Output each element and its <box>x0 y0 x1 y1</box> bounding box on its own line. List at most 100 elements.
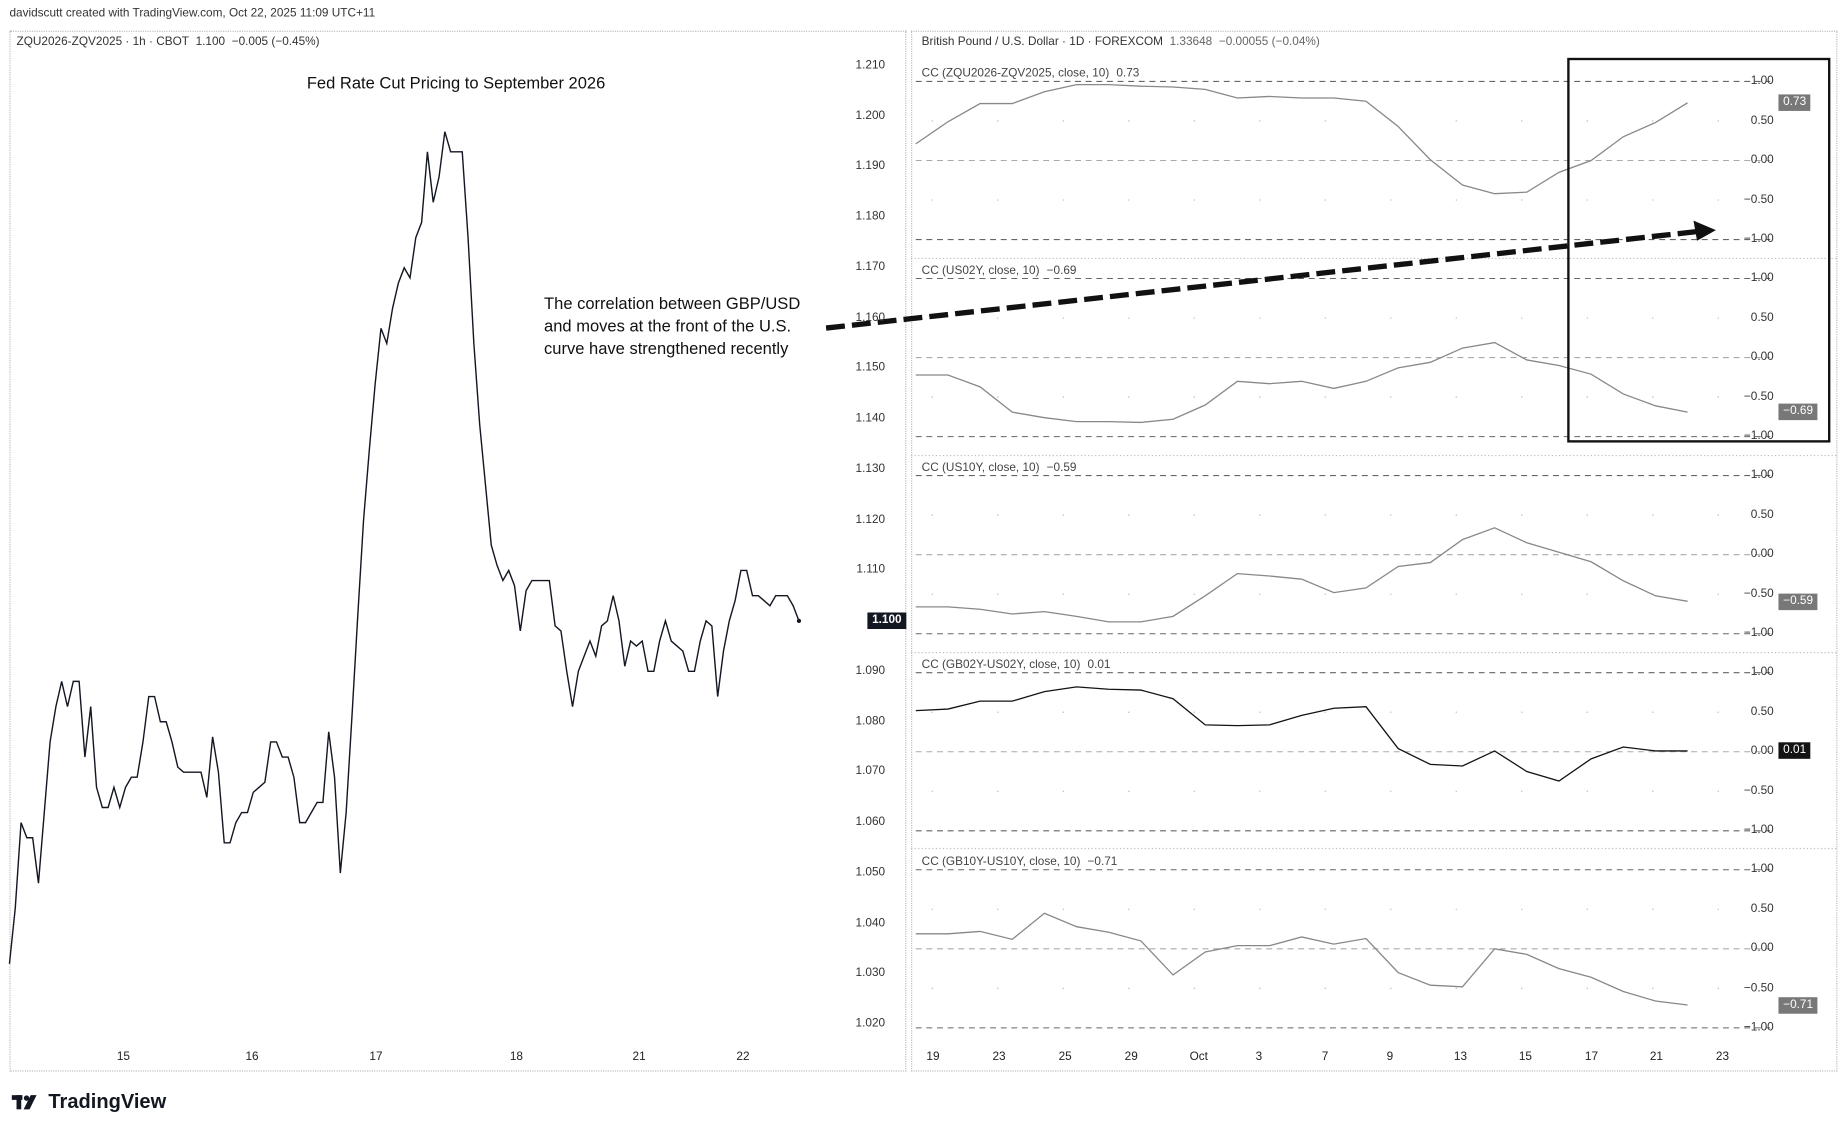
y-axis-tick-label: 1.060 <box>855 815 886 829</box>
grid-dot <box>1390 908 1392 910</box>
grid-dot <box>1390 790 1392 792</box>
grid-dot <box>1324 199 1326 201</box>
indicator-y-tick-label: 0.00 <box>1750 153 1774 167</box>
y-axis-tick-label: 1.210 <box>855 59 886 72</box>
grid-dot <box>1586 593 1588 595</box>
indicator-y-tick-label: 0.50 <box>1750 508 1774 522</box>
indicator-y-tick-label: 0.00 <box>1750 941 1774 955</box>
grid-dot <box>1324 908 1326 910</box>
grid-dot <box>1390 987 1392 990</box>
right-chart-legend[interactable]: British Pound / U.S. Dollar · 1D · FOREX… <box>922 35 1320 48</box>
grid-dot <box>997 790 999 792</box>
grid-dot <box>1324 317 1326 319</box>
grid-dot <box>931 120 934 122</box>
grid-dot <box>1652 396 1654 398</box>
date-axis-tick-label: 19 <box>926 1050 940 1064</box>
y-axis-tick-label: 1.190 <box>855 159 886 173</box>
grid-dot <box>1324 514 1326 516</box>
grid-dot <box>1586 317 1588 319</box>
date-axis-tick-label: 23 <box>992 1050 1006 1064</box>
grid-dot <box>1128 120 1130 122</box>
date-axis-tick-label: 13 <box>1453 1050 1468 1064</box>
left-chart-legend[interactable]: ZQU2026-ZQV2025 · 1h · CBOT 1.100 −0.005… <box>17 35 320 48</box>
date-axis-tick-label: 25 <box>1058 1050 1072 1064</box>
indicator-value-badge: −0.59 <box>1778 593 1818 610</box>
indicator-legend: CC (GB02Y-US02Y, close, 10) 0.01 <box>922 659 1111 672</box>
grid-dot <box>1193 317 1195 319</box>
grid-dot <box>1259 199 1261 201</box>
grid-dot <box>1324 396 1326 398</box>
right-last-price: 1.33648 <box>1169 35 1213 49</box>
grid-dot <box>931 396 934 398</box>
grid-dot <box>931 593 934 595</box>
grid-dot <box>1259 711 1261 713</box>
grid-dot <box>1652 908 1654 910</box>
grid-dot <box>997 593 999 595</box>
right-symbol[interactable]: British Pound / U.S. Dollar · 1D · FOREX… <box>921 35 1164 49</box>
indicator-value: −0.69 <box>1046 264 1077 278</box>
right-change: −0.00055 (−0.04%) <box>1218 35 1320 49</box>
correlation-line <box>915 527 1688 623</box>
indicator-y-tick-label: −1.00 <box>1743 232 1774 246</box>
grid-dot <box>1652 790 1654 792</box>
indicator-legend: CC (ZQU2026-ZQV2025, close, 10) 0.73 <box>922 67 1140 80</box>
grid-dot <box>997 317 999 319</box>
annotation-text[interactable]: The correlation between GBP/USD and move… <box>544 293 800 360</box>
grid-dot <box>1455 711 1457 713</box>
date-axis-tick-label: 9 <box>1386 1050 1394 1064</box>
x-axis-tick-label: 22 <box>736 1050 750 1064</box>
grid-dot <box>1324 593 1326 595</box>
date-axis-tick-label: 29 <box>1124 1050 1138 1064</box>
x-axis-tick-label: 18 <box>509 1050 523 1064</box>
grid-dot <box>1652 317 1654 319</box>
grid-dot <box>1521 199 1523 201</box>
grid-dot <box>1128 790 1130 792</box>
annotation-line: and moves at the front of the U.S. <box>544 316 792 336</box>
chart-title: Fed Rate Cut Pricing to September 2026 <box>306 73 606 93</box>
indicator-y-tick-label: −0.50 <box>1743 784 1774 798</box>
grid-dot <box>1521 987 1523 990</box>
grid-dot <box>1259 120 1261 122</box>
y-axis-tick-label: 1.200 <box>855 109 886 123</box>
annotation-arrow-line <box>825 228 1700 331</box>
grid-dot <box>1062 396 1065 398</box>
grid-dot <box>1193 711 1195 713</box>
date-axis-tick-label: 3 <box>1255 1050 1263 1064</box>
grid-dot <box>1324 711 1326 713</box>
grid-dot <box>1324 120 1326 122</box>
correlation-line <box>915 341 1688 424</box>
grid-dot <box>1128 987 1130 990</box>
grid-dot <box>1390 199 1392 201</box>
indicator-name: CC (US10Y, close, 10) <box>921 461 1040 475</box>
price-line <box>8 131 800 964</box>
indicator-legend: CC (US02Y, close, 10) −0.69 <box>922 264 1077 277</box>
grid-dot <box>1128 908 1130 910</box>
indicator-y-tick-label: −1.00 <box>1743 823 1774 837</box>
grid-dot <box>1455 514 1457 516</box>
grid-dot <box>1717 987 1719 990</box>
left-chart-pane[interactable] <box>9 30 907 1072</box>
right-chart-pane[interactable] <box>911 30 1838 1072</box>
grid-dot <box>1062 199 1065 201</box>
grid-dot <box>1455 396 1457 398</box>
indicator-name: CC (US02Y, close, 10) <box>921 264 1040 278</box>
grid-dot <box>931 790 934 792</box>
x-axis-tick-label: 21 <box>632 1050 646 1064</box>
y-axis-tick-label: 1.150 <box>855 361 886 375</box>
y-axis-tick-label: 1.120 <box>855 512 886 526</box>
annotation-line: curve have strengthened recently <box>544 338 789 358</box>
last-price-badge: 1.100 <box>867 612 907 630</box>
indicator-y-tick-label: 0.50 <box>1750 902 1774 916</box>
grid-dot <box>1193 199 1195 201</box>
indicator-y-tick-label: 0.50 <box>1750 113 1774 127</box>
grid-dot <box>1128 199 1130 201</box>
grid-dot <box>997 908 999 910</box>
left-symbol[interactable]: ZQU2026-ZQV2025 · 1h · CBOT <box>16 35 190 49</box>
grid-dot <box>1652 199 1654 201</box>
grid-dot <box>1717 396 1719 398</box>
grid-dot <box>1062 120 1065 122</box>
date-axis-tick-label: Oct <box>1189 1050 1208 1064</box>
tradingview-logo[interactable]: TradingView <box>11 1090 166 1114</box>
grid-dot <box>1390 317 1392 319</box>
